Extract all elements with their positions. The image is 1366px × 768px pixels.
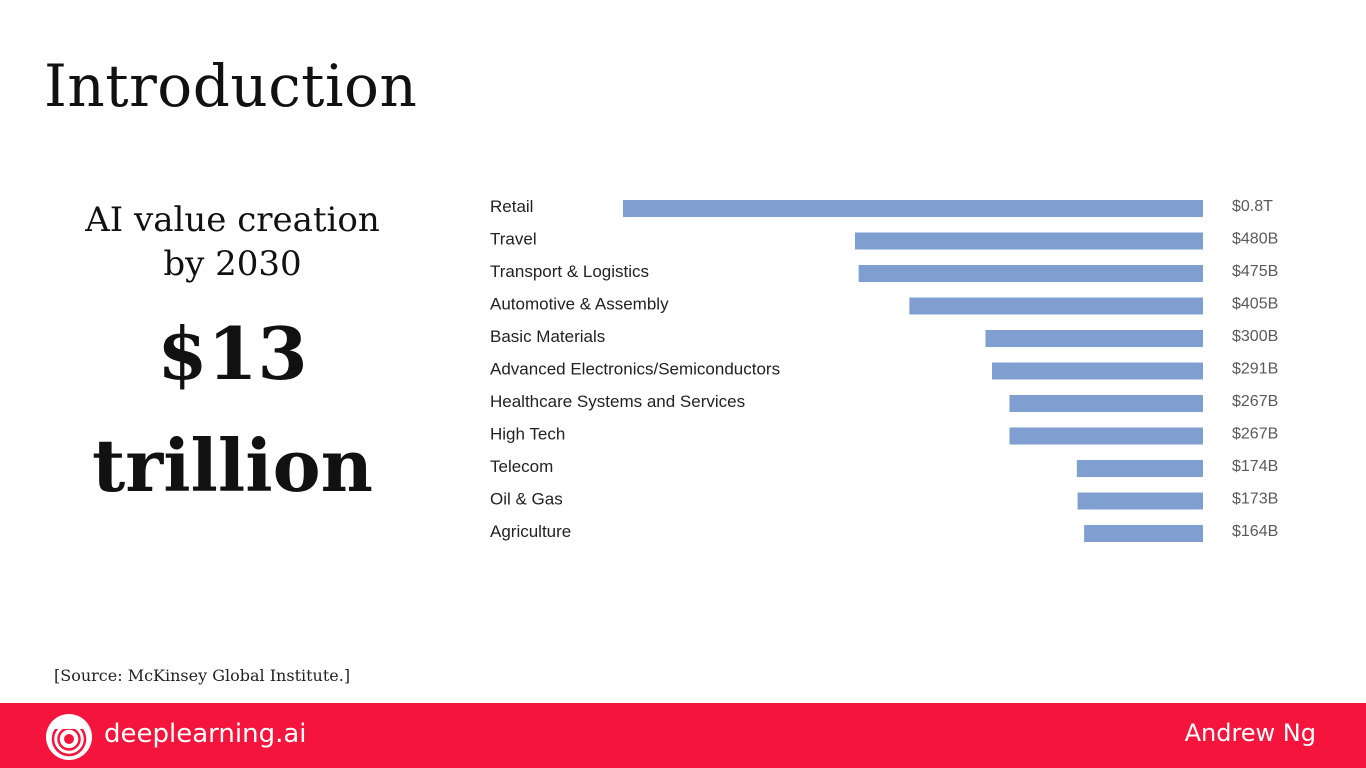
category-label: Healthcare Systems and Services (490, 392, 745, 411)
bar (1009, 395, 1203, 412)
headline-panel: AI value creation by 2030 $13 trillion (40, 198, 425, 510)
slide-title: Introduction (44, 52, 418, 120)
subhead-line-2: by 2030 (163, 244, 302, 284)
category-label: Advanced Electronics/Semiconductors (490, 360, 780, 379)
category-label: Agriculture (490, 522, 571, 541)
category-label: Oil & Gas (490, 490, 563, 509)
value-label: $300B (1232, 328, 1278, 345)
category-label: Retail (490, 197, 533, 216)
category-label: Travel (490, 230, 537, 249)
author-name: Andrew Ng (1184, 719, 1316, 747)
value-label: $173B (1232, 491, 1278, 508)
value-label: $164B (1232, 523, 1278, 540)
value-label: $291B (1232, 361, 1278, 378)
category-label: Automotive & Assembly (490, 295, 669, 314)
value-label: $267B (1232, 393, 1278, 410)
bar (1009, 427, 1203, 445)
value-bar-chart: Retail $0.8T Travel $480B Transport & Logist… (490, 197, 1278, 542)
category-label: High Tech (490, 425, 565, 444)
big-number-amount: $13 (157, 311, 308, 396)
bar (909, 297, 1203, 315)
big-number-unit: trillion (92, 423, 373, 508)
bar (985, 330, 1203, 347)
bar (992, 362, 1203, 380)
bar (1077, 492, 1203, 510)
value-label: $267B (1232, 426, 1278, 443)
footer-bar: deeplearning.ai Andrew Ng (0, 703, 1366, 768)
bar (858, 265, 1203, 282)
source-note: [Source: McKinsey Global Institute.] (54, 666, 351, 685)
category-label: Telecom (490, 457, 553, 476)
value-label: $174B (1232, 458, 1278, 475)
category-label: Basic Materials (490, 327, 605, 346)
subhead-line-1: AI value creation (85, 200, 380, 240)
category-label: Transport & Logistics (490, 262, 649, 281)
bar (1084, 525, 1203, 542)
value-label: $480B (1232, 231, 1278, 248)
bar (623, 200, 1203, 217)
value-label: $475B (1232, 263, 1278, 280)
brand-name: deeplearning.ai (104, 719, 307, 749)
bar (1076, 460, 1203, 477)
value-label: $405B (1232, 296, 1278, 313)
value-label: $0.8T (1232, 198, 1273, 215)
deeplearning-logo-icon (46, 714, 92, 760)
bar (855, 232, 1203, 250)
